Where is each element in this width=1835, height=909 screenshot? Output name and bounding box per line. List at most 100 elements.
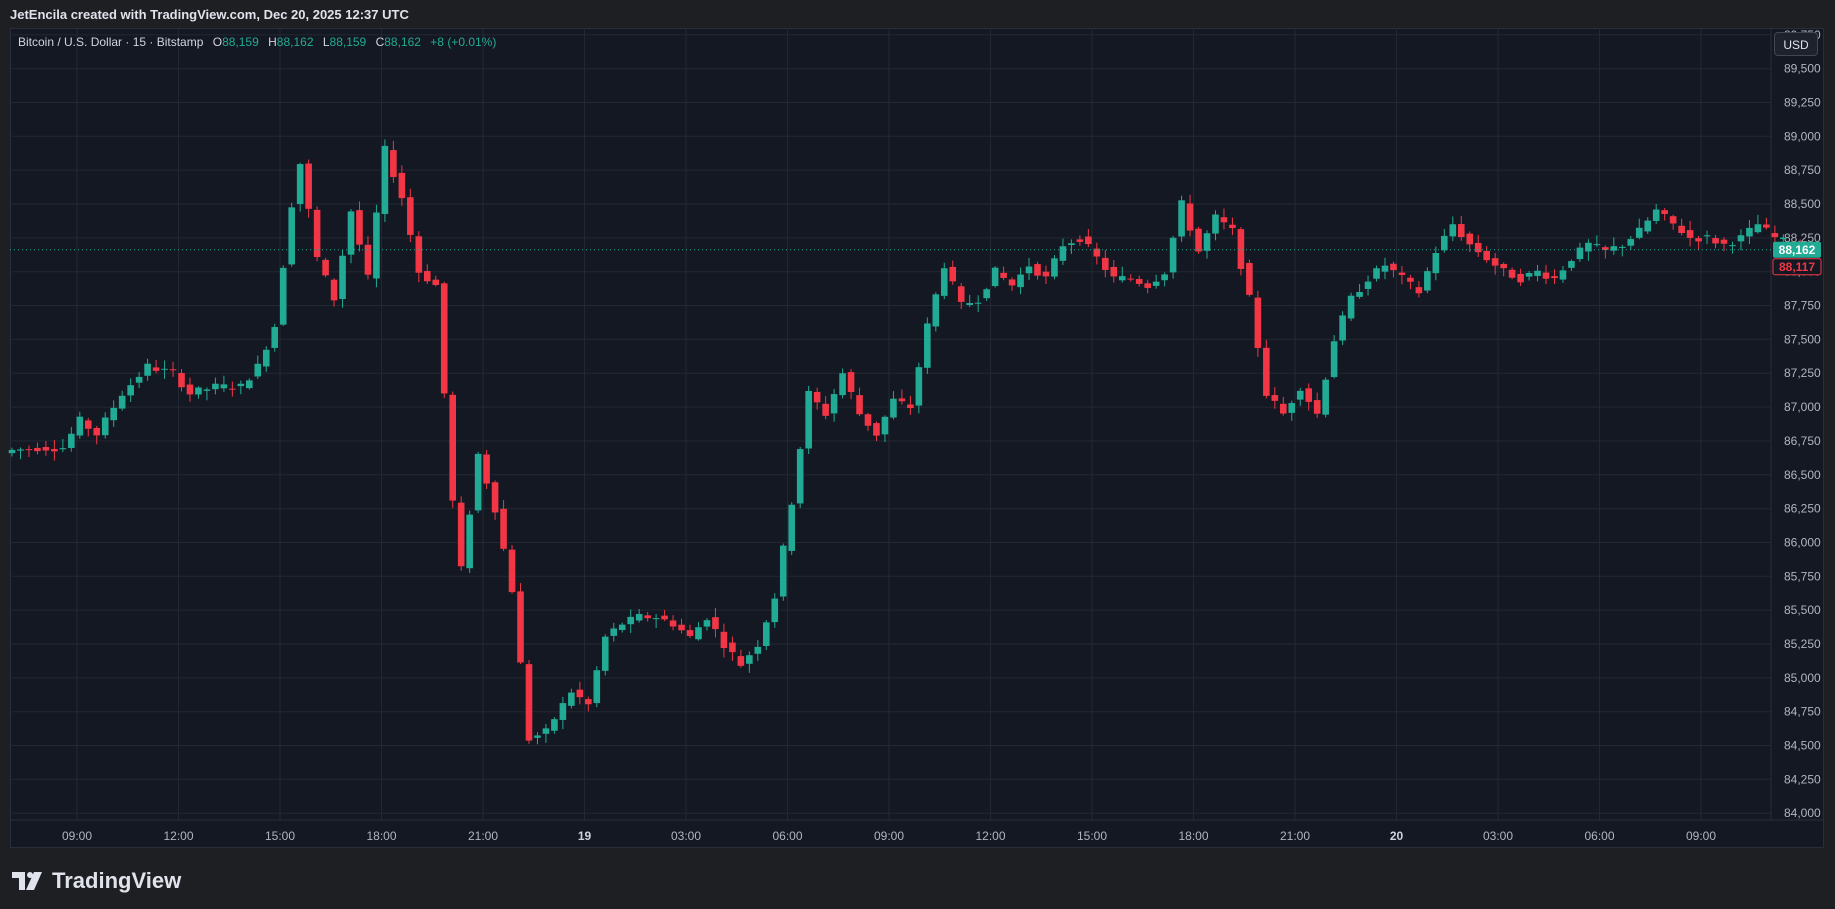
candle-body — [1186, 203, 1194, 231]
candle-body — [1390, 263, 1397, 271]
candle-body — [1610, 246, 1618, 251]
candle-body — [1195, 228, 1202, 252]
candle-body — [822, 403, 829, 416]
brand[interactable]: TradingView — [12, 868, 181, 894]
candle-body — [568, 692, 575, 706]
last-price-tag — [1773, 241, 1821, 258]
candle-body — [890, 398, 897, 418]
y-tick-label: 87,000 — [1784, 400, 1821, 414]
candle-body — [991, 267, 999, 287]
high-label: H — [268, 35, 277, 49]
candle-body — [1288, 403, 1296, 413]
candle-body — [135, 376, 143, 383]
candle-body — [627, 616, 634, 625]
candle-body — [1237, 229, 1245, 269]
candle-body — [1212, 214, 1219, 234]
candle-body — [1313, 400, 1321, 414]
candle-body — [1135, 279, 1143, 284]
candle-body — [169, 369, 177, 371]
candle-body — [254, 363, 262, 377]
x-tick-label: 18:00 — [366, 829, 396, 843]
candle-body — [118, 395, 126, 409]
candle-body — [262, 349, 270, 367]
currency-button[interactable]: USD — [1774, 32, 1818, 56]
y-tick-label: 86,750 — [1784, 434, 1821, 448]
candle-body — [898, 398, 906, 402]
y-tick-label: 86,250 — [1784, 502, 1821, 516]
candle-body — [1152, 281, 1160, 286]
candle-body — [1178, 200, 1185, 237]
candle-body — [1474, 242, 1482, 253]
candle-body — [1551, 276, 1558, 279]
candle-body — [178, 373, 185, 388]
candle-body — [84, 420, 92, 429]
candle-body — [440, 283, 448, 394]
candle-body — [551, 719, 558, 731]
y-tick-label: 85,500 — [1784, 603, 1821, 617]
candle-body — [51, 449, 58, 452]
y-tick-label: 85,750 — [1784, 569, 1821, 583]
candle-body — [652, 618, 660, 620]
candle-body — [1491, 258, 1499, 266]
candle-body — [1296, 390, 1304, 400]
y-tick-label: 88,750 — [1784, 163, 1821, 177]
candle-body — [576, 689, 584, 698]
candle-body — [483, 454, 490, 484]
candle-body — [373, 212, 380, 279]
candle-body — [1525, 272, 1533, 277]
y-tick-label: 89,250 — [1784, 95, 1821, 109]
candle-body — [983, 289, 990, 299]
candle-body — [322, 259, 329, 276]
x-tick-label: 03:00 — [671, 829, 701, 843]
candle-body — [313, 209, 321, 258]
candle-body — [813, 391, 821, 403]
candle-body — [737, 656, 745, 666]
last-price-label: 88,162 — [1779, 243, 1816, 257]
candle-body — [957, 286, 965, 302]
footer-bar — [0, 848, 1835, 909]
candle-body — [1424, 271, 1431, 291]
candle-body — [8, 449, 16, 454]
candle-body — [1407, 277, 1414, 282]
open-value: 88,159 — [222, 35, 259, 49]
candle-body — [779, 545, 787, 597]
candle-body — [1652, 209, 1660, 222]
candle-body — [1220, 217, 1228, 223]
candle-body — [762, 622, 770, 646]
candle-body — [271, 327, 279, 348]
candle-body — [1703, 235, 1711, 237]
x-tick-label: 21:00 — [468, 829, 498, 843]
candle-body — [17, 449, 24, 451]
candle-body — [390, 150, 397, 177]
prev-close-label: 88,117 — [1779, 260, 1815, 274]
candle-body — [864, 414, 872, 426]
candle-body — [1068, 243, 1075, 246]
candle-body — [678, 624, 685, 631]
candle-body — [1771, 233, 1779, 238]
candle-body — [1729, 245, 1736, 247]
candle-body — [288, 207, 295, 265]
candle-body — [559, 703, 567, 720]
y-tick-label: 87,750 — [1784, 299, 1821, 313]
candle-body — [1661, 210, 1668, 214]
candle-body — [610, 628, 618, 636]
candle-body — [1432, 253, 1440, 274]
candle-body — [1534, 270, 1541, 276]
y-tick-label: 87,500 — [1784, 332, 1821, 346]
symbol-legend[interactable]: Bitcoin / U.S. Dollar · 15 · Bitstamp O8… — [18, 35, 496, 49]
candle-body — [1339, 315, 1346, 341]
candle-body — [25, 449, 33, 451]
candle-body — [1415, 287, 1423, 294]
candle-body — [1051, 258, 1058, 277]
change-value: +8 (+0.01%) — [430, 35, 497, 49]
candle-body — [1364, 281, 1372, 289]
candle-body — [517, 591, 524, 663]
candle-body — [305, 163, 312, 209]
candle-body — [246, 380, 253, 389]
x-tick-label: 09:00 — [874, 829, 904, 843]
candle-body — [1017, 274, 1024, 288]
candle-body — [703, 620, 711, 627]
symbol-name[interactable]: Bitcoin / U.S. Dollar · 15 · Bitstamp — [18, 35, 204, 49]
candle-body — [474, 453, 482, 511]
